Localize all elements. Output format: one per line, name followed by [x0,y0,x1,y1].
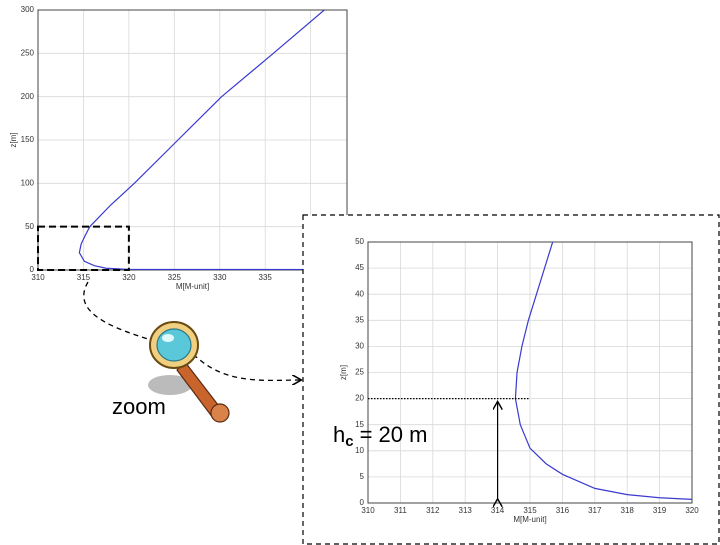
y-tick-label: 0 [360,498,365,507]
x-tick-label: 311 [394,506,407,515]
y-tick-label: 10 [355,446,364,455]
y-axis-label: z[m] [339,365,348,380]
x-tick-label: 330 [213,273,227,282]
x-tick-label: 316 [556,506,570,515]
x-tick-label: 318 [621,506,635,515]
x-tick-label: 310 [361,506,375,515]
x-tick-label: 317 [588,506,602,515]
y-tick-label: 5 [360,472,365,481]
zoom-label: zoom [112,394,166,419]
x-tick-label: 320 [122,273,136,282]
y-tick-label: 200 [21,92,35,101]
y-tick-label: 50 [25,222,34,231]
x-tick-label: 325 [168,273,182,282]
x-tick-label: 310 [31,273,45,282]
plot-frame [367,241,693,504]
x-axis-label: M[M-unit] [513,515,546,524]
x-tick-label: 335 [259,273,273,282]
zoom-region [37,225,130,272]
magnifier-icon [148,321,230,423]
x-tick-label: 312 [426,506,440,515]
y-axis-label: z[m] [9,132,18,147]
x-tick-label: 315 [523,506,537,515]
y-tick-label: 0 [30,265,35,274]
x-tick-label: 320 [685,506,699,515]
y-tick-label: 250 [21,48,35,57]
annotation-rest: = 20 m [360,422,428,447]
y-tick-label: 15 [355,420,364,429]
y-tick-label: 100 [21,178,35,187]
x-tick-label: 315 [77,273,91,282]
y-tick-label: 45 [355,263,364,272]
y-tick-label: 150 [21,135,35,144]
annotation-h: h [333,422,345,447]
y-tick-label: 50 [355,237,364,246]
main-chart: 310315320325330335340050100150200250300M… [9,5,348,291]
y-tick-label: 35 [355,315,364,324]
data-line [78,10,347,270]
y-tick-label: 40 [355,289,364,298]
y-tick-label: 20 [355,394,364,403]
zoom-chart: 310 311 312 313 314 315 316 317 318 319 320 0 5 10 15 2… [333,237,699,524]
y-tick-label: 25 [355,368,364,377]
annotation: hc = 20 m [333,422,427,450]
y-tick-label: 30 [355,342,364,351]
x-axis-label: M[M-unit] [176,282,209,291]
y-tick-label: 300 [21,5,35,14]
data-line [514,242,692,500]
x-tick-label: 313 [459,506,473,515]
x-tick-label: 319 [653,506,667,515]
x-tick-label: 314 [491,506,505,515]
annotation-sub: c [345,433,353,450]
